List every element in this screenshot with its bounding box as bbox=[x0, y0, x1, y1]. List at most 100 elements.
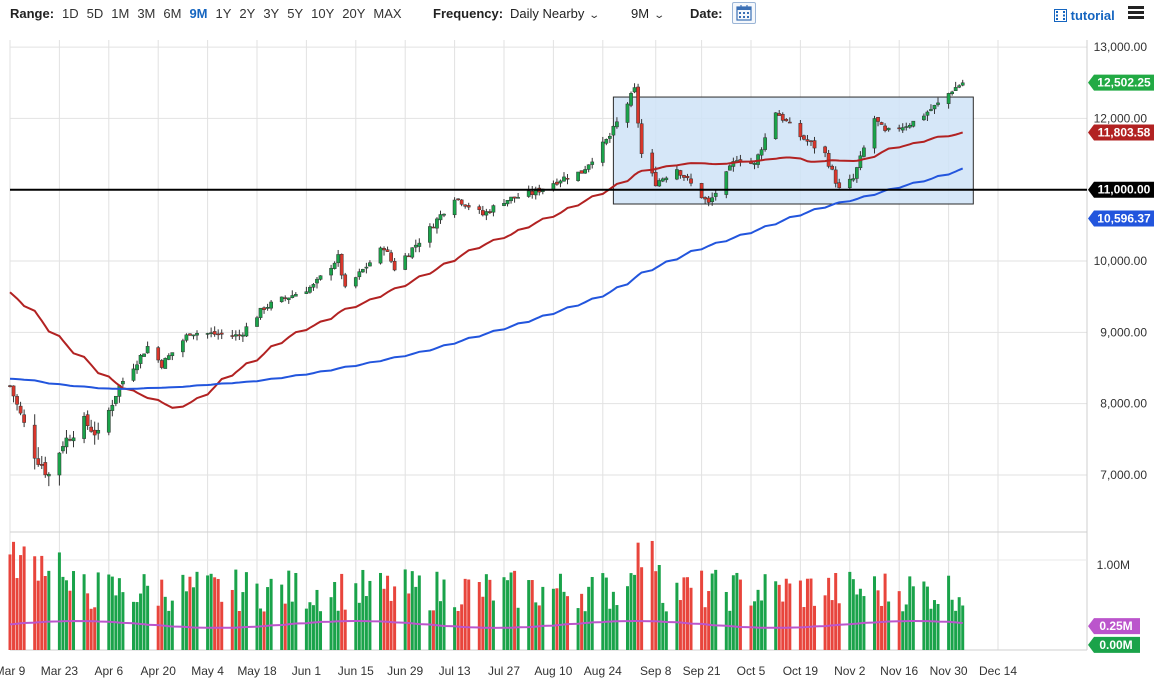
volume-bar bbox=[237, 611, 241, 650]
candle-body bbox=[590, 161, 595, 165]
period-select[interactable]: 9M ⌄ bbox=[631, 6, 665, 21]
candle-body bbox=[812, 140, 817, 149]
y-tick-label: 13,000.00 bbox=[1094, 40, 1148, 54]
volume-bar bbox=[308, 602, 312, 650]
volume-bar bbox=[813, 605, 817, 650]
candle-body bbox=[403, 255, 408, 270]
volume-bar bbox=[234, 569, 238, 650]
volume-bar bbox=[340, 573, 344, 650]
volume-bar bbox=[590, 576, 594, 650]
y-tick-label: 8,000.00 bbox=[1100, 397, 1147, 411]
moving-average-lines bbox=[9, 131, 1087, 409]
candle-body bbox=[262, 307, 266, 310]
volume-bar bbox=[823, 595, 827, 650]
x-tick-label: Apr 6 bbox=[94, 664, 123, 678]
candle-body bbox=[558, 180, 563, 184]
volume-bar bbox=[453, 607, 457, 650]
candle-body bbox=[907, 124, 912, 128]
range-option-10y[interactable]: 10Y bbox=[311, 6, 335, 21]
candle-body bbox=[576, 171, 580, 181]
range-option-20y[interactable]: 20Y bbox=[342, 6, 366, 21]
volume-bars bbox=[8, 540, 965, 650]
volume-bar bbox=[682, 577, 686, 650]
range-option-1y[interactable]: 1Y bbox=[215, 6, 232, 21]
volume-bar bbox=[541, 586, 545, 650]
candle-body bbox=[8, 385, 12, 387]
volume-bar bbox=[774, 581, 778, 650]
volume-bar bbox=[827, 577, 831, 650]
range-option-5d[interactable]: 5D bbox=[86, 6, 104, 21]
volume-bar bbox=[562, 591, 566, 650]
range-option-2y[interactable]: 2Y bbox=[239, 6, 256, 21]
volume-bar bbox=[93, 607, 97, 650]
x-tick-label: Aug 24 bbox=[584, 664, 622, 678]
range-option-6m[interactable]: 6M bbox=[163, 6, 182, 21]
calendar-icon[interactable] bbox=[732, 2, 756, 24]
volume-bar bbox=[908, 576, 912, 650]
hamburger-menu-icon[interactable] bbox=[1128, 6, 1144, 20]
candle-body bbox=[61, 446, 65, 452]
frequency-label: Frequency: bbox=[433, 6, 504, 21]
volume-bar bbox=[304, 608, 308, 650]
volume-bar bbox=[530, 580, 534, 650]
candle-body bbox=[382, 248, 386, 251]
candle-body bbox=[315, 278, 319, 284]
candle-body bbox=[682, 175, 686, 178]
volume-bar bbox=[858, 588, 862, 650]
volume-bar bbox=[950, 599, 954, 650]
range-option-9m[interactable]: 9M bbox=[189, 6, 208, 21]
range-option-3y[interactable]: 3Y bbox=[263, 6, 280, 21]
range-option-max[interactable]: MAX bbox=[373, 6, 402, 21]
volume-bar bbox=[280, 584, 284, 650]
candle-body bbox=[530, 190, 535, 195]
volume-bar bbox=[788, 583, 792, 650]
volume-zero-tag-bg bbox=[1088, 636, 1140, 653]
volume-bar bbox=[19, 555, 23, 650]
volume-bar bbox=[710, 573, 714, 650]
candle-body bbox=[163, 358, 168, 369]
volume-bar bbox=[269, 578, 273, 650]
volume-bar bbox=[707, 591, 711, 650]
volume-bar bbox=[583, 611, 587, 650]
range-option-5y[interactable]: 5Y bbox=[287, 6, 304, 21]
candle-body bbox=[837, 182, 842, 189]
candle-body bbox=[43, 462, 48, 476]
candle-body bbox=[36, 458, 41, 465]
tutorial-link[interactable]: tutorial bbox=[1054, 8, 1115, 23]
volume-bar bbox=[488, 579, 492, 650]
candle-body bbox=[135, 364, 139, 371]
candle-body bbox=[219, 332, 224, 335]
volume-bar bbox=[784, 578, 788, 650]
candle-body bbox=[237, 334, 242, 337]
volume-bar bbox=[135, 602, 139, 650]
red-average-tag-bg bbox=[1088, 124, 1154, 141]
x-tick-label: Jun 1 bbox=[292, 664, 322, 678]
volume-bar bbox=[633, 574, 637, 650]
frequency-select[interactable]: Daily Nearby ⌄ bbox=[510, 6, 600, 21]
volume-bar bbox=[537, 605, 541, 650]
candle-body bbox=[960, 82, 965, 86]
candle-body bbox=[802, 135, 806, 140]
candle-body bbox=[653, 172, 658, 187]
volume-bar bbox=[170, 600, 174, 650]
candle-body bbox=[459, 199, 464, 205]
candle-body bbox=[195, 333, 199, 336]
range-label: Range: bbox=[10, 6, 55, 21]
volume-bar bbox=[911, 586, 915, 650]
volume-bar bbox=[414, 586, 418, 650]
volume-bar bbox=[731, 575, 735, 650]
range-option-1m[interactable]: 1M bbox=[111, 6, 130, 21]
candle-body bbox=[480, 210, 485, 216]
volume-bar bbox=[509, 572, 513, 650]
candle-body bbox=[900, 127, 905, 131]
candle-body bbox=[759, 149, 764, 156]
volume-bar bbox=[513, 570, 517, 650]
volume-bar bbox=[880, 605, 884, 650]
candle-body bbox=[502, 203, 506, 206]
volume-bar bbox=[685, 577, 689, 650]
candle-body bbox=[106, 409, 111, 433]
range-option-3m[interactable]: 3M bbox=[137, 6, 156, 21]
range-option-1d[interactable]: 1D bbox=[62, 6, 79, 21]
price-chart[interactable]: Mar 9 Mar 23 Apr 6 Apr 20 May 4 May 18 Jun 1 Ju… bbox=[0, 30, 1157, 694]
candle-body bbox=[392, 260, 397, 271]
